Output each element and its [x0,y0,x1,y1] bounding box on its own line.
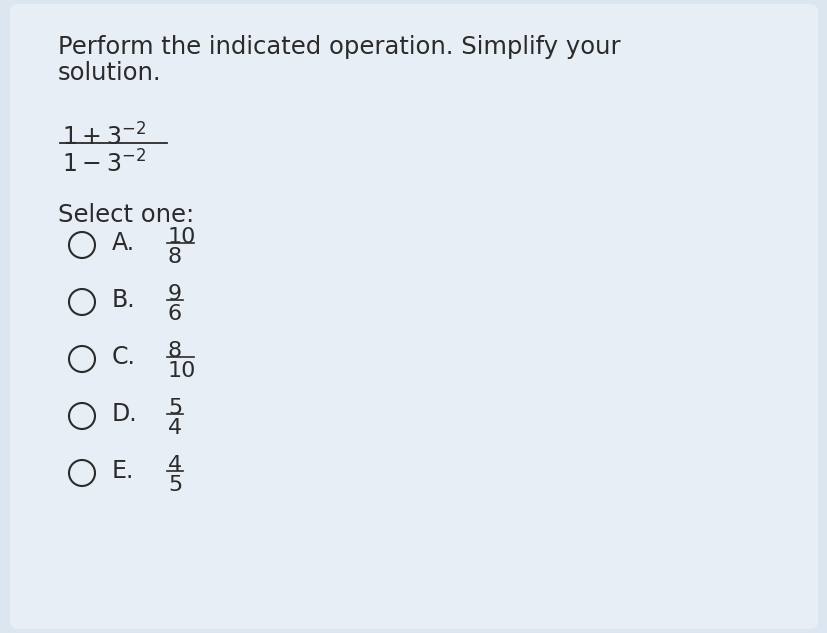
Text: 8: 8 [168,247,182,267]
Text: $1+3^{-2}$: $1+3^{-2}$ [62,123,146,150]
Text: solution.: solution. [58,61,161,85]
Text: 8: 8 [168,341,182,361]
Text: B.: B. [112,288,136,312]
Text: A.: A. [112,231,135,255]
Text: Select one:: Select one: [58,203,194,227]
Text: Perform the indicated operation. Simplify your: Perform the indicated operation. Simplif… [58,35,620,59]
Text: 6: 6 [168,304,182,324]
FancyBboxPatch shape [10,4,817,629]
Text: C.: C. [112,345,136,369]
Text: 10: 10 [168,361,196,381]
Text: 4: 4 [168,455,182,475]
Text: 4: 4 [168,418,182,438]
Text: $1-3^{-2}$: $1-3^{-2}$ [62,150,146,177]
Text: 9: 9 [168,284,182,304]
Text: 5: 5 [168,475,182,495]
Text: E.: E. [112,459,134,483]
Text: 10: 10 [168,227,196,247]
Text: 5: 5 [168,398,182,418]
Text: D.: D. [112,402,137,426]
